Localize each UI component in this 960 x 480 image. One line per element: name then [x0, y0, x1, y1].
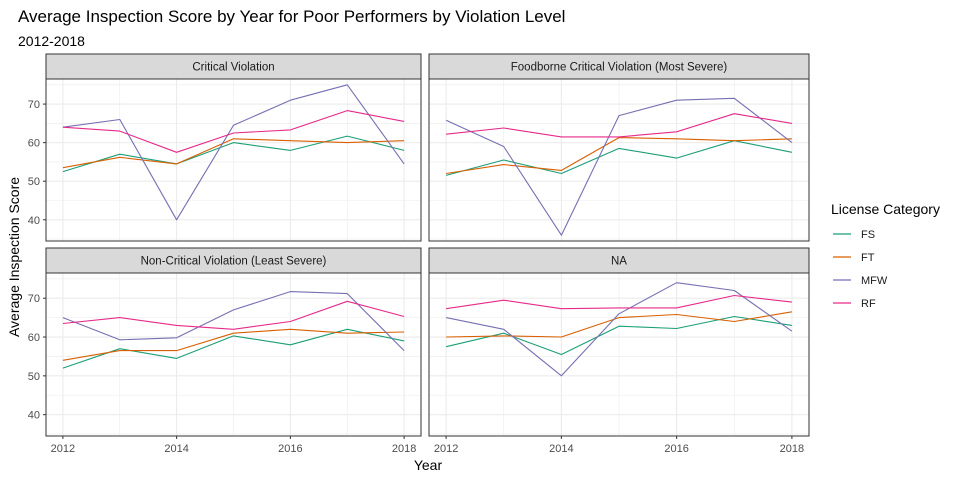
series-line-ft: [446, 311, 792, 338]
chart-title: Average Inspection Score by Year for Poo…: [18, 7, 565, 26]
chart-subtitle: 2012-2018: [18, 33, 85, 49]
panel-border: [45, 78, 422, 242]
legend-title: License Category: [831, 201, 940, 217]
series-line-rf: [62, 110, 405, 153]
facet-strip-label: NA: [611, 256, 627, 268]
legend-label-ft: FT: [861, 252, 875, 264]
y-tick-label: 60: [28, 138, 40, 150]
x-tick-label: 2014: [164, 443, 188, 455]
panel-border: [428, 78, 810, 242]
series-line-fs: [62, 135, 405, 173]
facet-panel: Non-Critical Violation (Least Severe) 40 5…: [28, 247, 422, 455]
y-tick-label: 50: [28, 371, 40, 383]
panel-border: [428, 272, 810, 437]
y-tick-label: 40: [28, 410, 40, 422]
series-line-mfw: [445, 97, 793, 236]
series-line-fs: [445, 315, 792, 356]
facet-strip: [45, 247, 422, 274]
x-tick-label: 2018: [392, 443, 416, 455]
facet-strip: [428, 53, 810, 80]
facet-strip-label: Foodborne Critical Violation (Most Sever…: [511, 62, 728, 74]
series-line-mfw: [62, 291, 405, 351]
x-axis-title: Year: [414, 457, 443, 473]
y-tick-label: 70: [28, 99, 40, 111]
facet-strip: [45, 53, 422, 80]
y-tick-label: 50: [28, 176, 40, 188]
series-line-rf: [446, 294, 792, 310]
series-line-mfw: [445, 282, 793, 377]
series-line-ft: [446, 137, 792, 175]
panel-border: [45, 272, 422, 437]
series-line-mfw: [62, 84, 405, 221]
y-axis-title: Average Inspection Score: [6, 177, 22, 337]
x-tick-label: 2014: [549, 443, 573, 455]
x-tick-label: 2018: [780, 443, 804, 455]
legend: License Category FS FT MFW RF: [831, 201, 940, 310]
x-tick-label: 2016: [278, 443, 302, 455]
legend-label-fs: FS: [861, 229, 875, 241]
series-line-rf: [446, 113, 792, 138]
series-line-rf: [62, 300, 405, 330]
y-tick-label: 60: [28, 332, 40, 344]
x-tick-label: 2012: [51, 443, 75, 455]
legend-label-mfw: MFW: [861, 275, 888, 287]
x-tick-label: 2016: [664, 443, 688, 455]
x-tick-label: 2012: [434, 443, 458, 455]
facet-strip-label: Critical Violation: [192, 62, 274, 74]
facet-strip-label: Non-Critical Violation (Least Severe): [141, 256, 327, 268]
series-line-ft: [62, 138, 405, 169]
series-line-ft: [62, 328, 405, 361]
legend-label-rf: RF: [861, 298, 876, 310]
facet-panel: Critical Violation 40 50 60 70: [28, 53, 422, 242]
facet-panel: NA 2012 2014 2016 2018: [428, 247, 810, 455]
facet-panel: Foodborne Critical Violation (Most Sever…: [428, 53, 810, 242]
series-line-fs: [62, 328, 405, 369]
y-tick-label: 40: [28, 215, 40, 227]
y-tick-label: 70: [28, 293, 40, 305]
